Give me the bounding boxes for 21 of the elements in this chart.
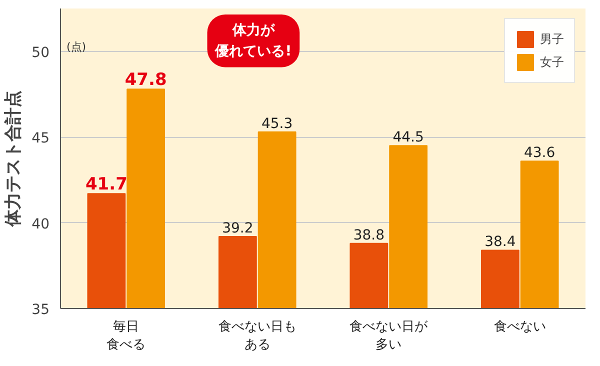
data-label: 38.8 xyxy=(353,227,385,244)
y-tick-label: 40 xyxy=(32,216,50,232)
data-label: 41.7 xyxy=(85,174,128,195)
data-label: 38.4 xyxy=(484,234,516,250)
data-label: 43.6 xyxy=(524,145,556,162)
data-label: 47.8 xyxy=(124,70,167,90)
data-label: 45.3 xyxy=(261,116,293,132)
x-tick-label: 毎日食べる xyxy=(106,320,146,352)
y-tick-label: 45 xyxy=(32,130,50,147)
x-tick-label: 食べない日が多い xyxy=(350,320,429,352)
x-tick-label: 食べない日もある xyxy=(218,320,296,352)
y-tick-label: 35 xyxy=(32,302,50,318)
y-axis-title: 体力テスト合計点 xyxy=(4,90,24,228)
legend-label: 女子 xyxy=(540,54,564,70)
data-label: 44.5 xyxy=(392,130,424,146)
y-tick-label: 50 xyxy=(32,44,50,61)
x-tick-label: 食べない xyxy=(494,320,546,334)
annotation: 体力が優れている! xyxy=(214,22,292,60)
legend-label: 男子 xyxy=(540,30,564,48)
data-label: 39.2 xyxy=(222,220,254,236)
annotation: (点) xyxy=(66,40,86,54)
